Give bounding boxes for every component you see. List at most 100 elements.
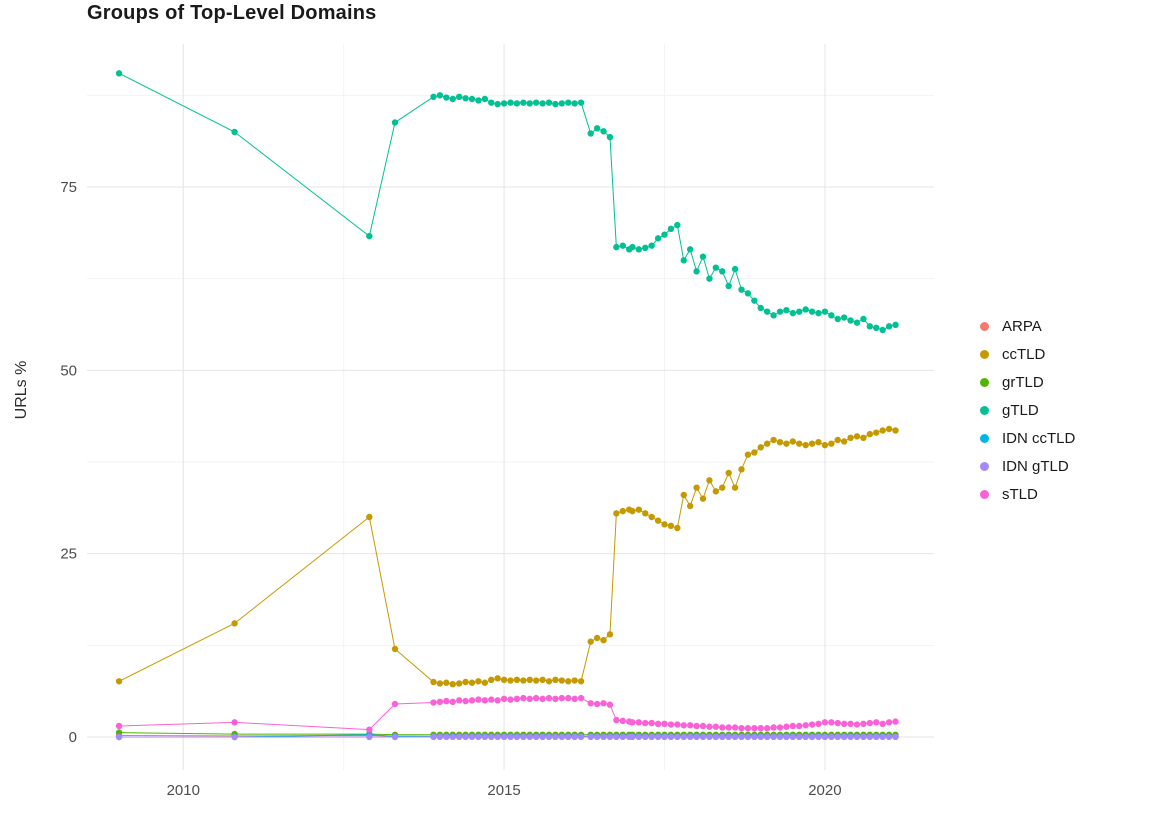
- grtld-point: [115, 729, 123, 736]
- legend-label: IDN ccTLD: [1002, 430, 1076, 447]
- idn-gtld-point: [808, 733, 816, 741]
- stld-point: [706, 723, 713, 730]
- cctld-point: [725, 469, 732, 477]
- gtld-point: [488, 99, 495, 106]
- gtld-point: [661, 231, 668, 238]
- stld-point: [686, 722, 694, 729]
- stld-point: [840, 720, 848, 727]
- cctld-point: [475, 678, 482, 685]
- cctld-point: [449, 681, 456, 688]
- idn-gtld-point: [680, 733, 687, 741]
- gtld-point: [513, 100, 521, 107]
- cctld-point: [115, 678, 123, 685]
- cctld-point: [693, 484, 700, 491]
- gtld-point: [468, 95, 476, 103]
- idn-gtld-point: [731, 733, 739, 741]
- stld-point: [885, 719, 893, 726]
- stld-point: [443, 697, 450, 705]
- gtld-point: [744, 290, 752, 297]
- idn-gtld-point: [866, 733, 874, 741]
- cctld-point: [545, 678, 553, 685]
- stld-point: [500, 695, 508, 703]
- idn-gtld-point: [488, 733, 495, 741]
- gtld-point: [629, 243, 636, 251]
- idn-gtld-point: [719, 733, 726, 741]
- gtld-point: [587, 130, 594, 137]
- gtld-point: [776, 308, 784, 315]
- gtld-point: [565, 99, 572, 106]
- idn-gtld-point: [789, 733, 797, 741]
- idn-gtld-point: [577, 733, 585, 741]
- idn-gtld-point: [873, 733, 880, 741]
- stld-point: [847, 720, 854, 727]
- cctld-point: [558, 677, 566, 684]
- stld-point: [577, 694, 585, 702]
- idn-gtld-point: [545, 733, 553, 741]
- cctld-point: [757, 444, 764, 451]
- cctld-point: [674, 524, 681, 532]
- stld-point: [674, 721, 681, 728]
- cctld-point: [873, 429, 880, 436]
- gtld-point: [593, 125, 601, 132]
- stld-point: [763, 725, 771, 732]
- cctld-point: [763, 440, 771, 447]
- idn-gtld-point: [815, 733, 822, 741]
- cctld-point: [642, 510, 649, 517]
- cctld-point: [526, 676, 533, 683]
- idn-gtld-point: [744, 733, 752, 741]
- cctld-point: [719, 484, 726, 491]
- stld-point: [796, 722, 803, 730]
- idn-gtld-point: [821, 733, 829, 741]
- stld-point: [552, 695, 559, 703]
- idn-gtld-point: [840, 733, 848, 741]
- stld-point: [513, 695, 521, 703]
- gtld-point: [507, 99, 514, 106]
- legend-label: ARPA: [1002, 318, 1042, 335]
- legend-label: ccTLD: [1002, 346, 1046, 363]
- idn-gtld-point: [661, 733, 668, 741]
- stld-point: [532, 694, 540, 702]
- x-tick-label: 2015: [487, 782, 520, 799]
- idn-gtld-point: [520, 733, 527, 741]
- x-tick-label: 2020: [808, 782, 841, 799]
- cctld-point: [853, 433, 861, 440]
- idn-gtld-point: [828, 733, 835, 741]
- cctld-point: [587, 638, 594, 645]
- idn-gtld-point: [494, 733, 501, 741]
- cctld-point: [494, 675, 501, 682]
- idn-gtld-point: [892, 733, 899, 741]
- idn-gtld-point: [449, 733, 456, 741]
- legend-label: sTLD: [1002, 486, 1038, 503]
- gtld-point: [693, 268, 700, 275]
- idn-gtld-point: [593, 733, 601, 741]
- idn-gtld-point: [619, 733, 626, 741]
- idn-gtld-point: [507, 733, 514, 741]
- idn-gtld-point: [860, 733, 867, 741]
- cctld-point: [680, 491, 687, 499]
- stld-point: [776, 724, 784, 731]
- legend-key-dot: [980, 434, 989, 443]
- gtld-point: [667, 225, 675, 232]
- cctld-point: [565, 678, 572, 685]
- gtld-point: [828, 312, 835, 319]
- gtld-point: [719, 268, 726, 275]
- idn-gtld-point: [712, 733, 720, 741]
- legend: ARPA ccTLD grTLD gTLD IDN ccTLD IDN gTLD sTLD: [980, 316, 1075, 505]
- gtld-point: [571, 100, 578, 107]
- gtld-point: [680, 257, 687, 264]
- legend-key-dot: [980, 406, 989, 415]
- cctld-point: [462, 678, 469, 686]
- cctld-point: [879, 427, 886, 434]
- cctld-point: [847, 434, 854, 441]
- idn-gtld-point: [600, 733, 607, 741]
- cctld-point: [667, 522, 675, 529]
- cctld-point: [606, 631, 614, 638]
- gtld-point: [796, 308, 803, 315]
- cctld-point: [776, 439, 784, 446]
- idn-gtld-point: [667, 733, 675, 741]
- y-tick-label: 50: [60, 362, 77, 379]
- stld-point: [879, 720, 886, 727]
- idn-gtld-point: [526, 733, 533, 741]
- gtld-point: [436, 92, 444, 99]
